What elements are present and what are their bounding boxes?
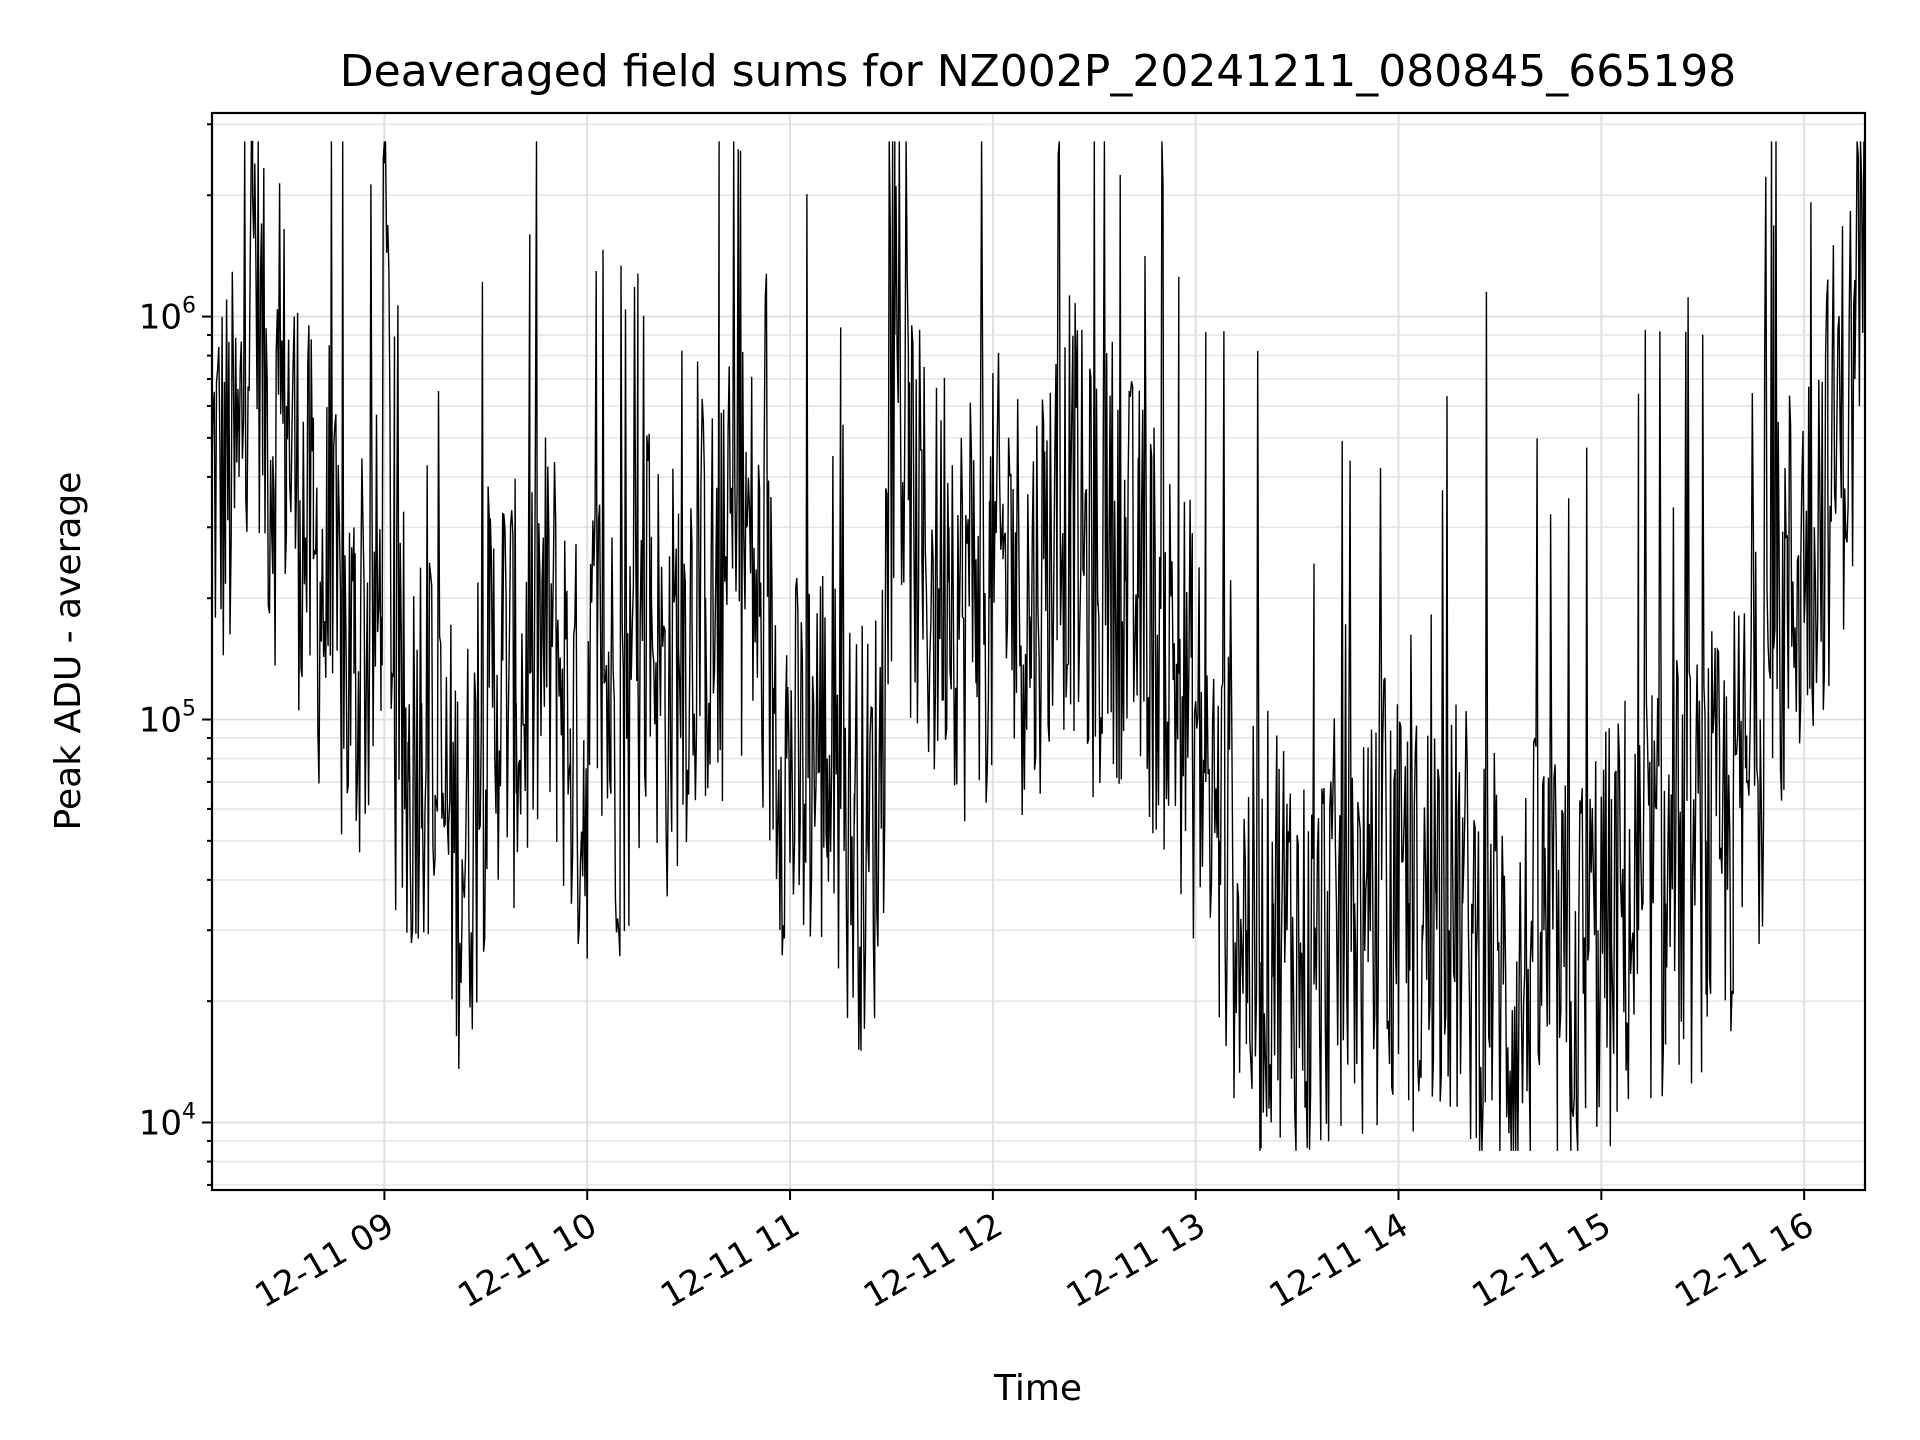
series-line [211, 140, 1866, 1151]
chart-title: Deaveraged field sums for NZ002P_2024121… [340, 46, 1736, 97]
x-axis-label: Time [993, 1368, 1082, 1409]
plot-frame [210, 111, 1867, 1192]
y-tick-label-base: 10 [139, 701, 182, 741]
y-tick-label-exponent: 6 [182, 294, 196, 319]
y-tick-label-exponent: 5 [182, 697, 196, 722]
y-tick-label-base: 10 [139, 1104, 182, 1144]
y-tick-label: 105 [139, 697, 196, 741]
y-tick-label-base: 10 [139, 298, 182, 338]
y-tick-label: 106 [139, 294, 196, 338]
y-axis-label: Peak ADU - average [48, 472, 89, 831]
y-tick-label: 104 [139, 1100, 196, 1144]
y-tick-label-exponent: 4 [182, 1100, 196, 1125]
